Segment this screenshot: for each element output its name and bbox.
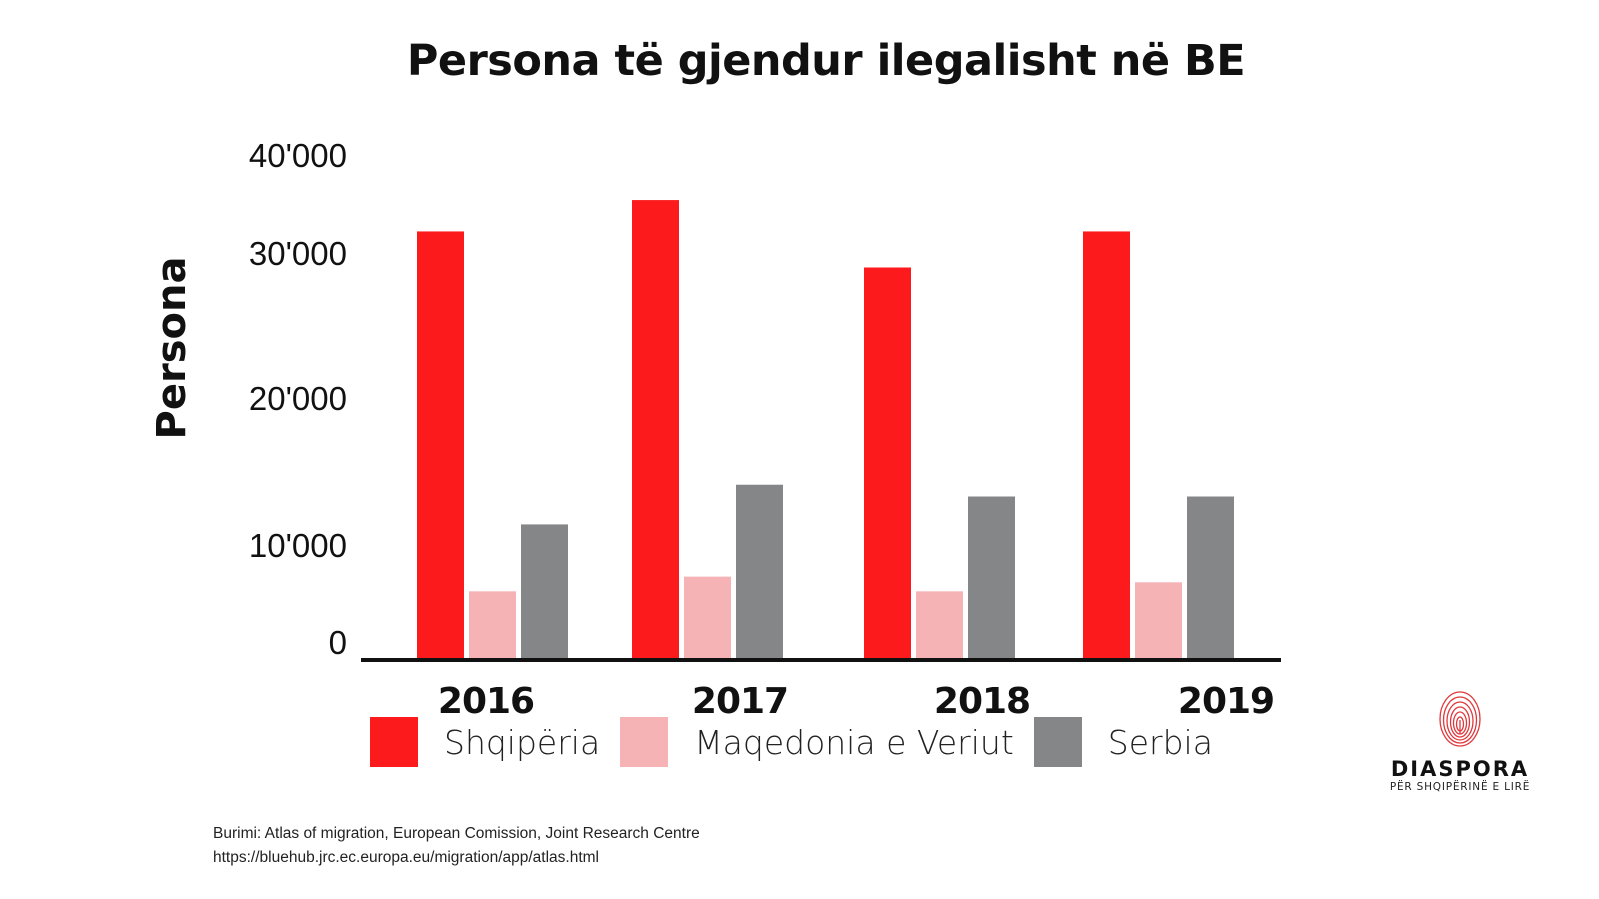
source-url[interactable]: https://bluehub.jrc.ec.europa.eu/migrati… xyxy=(213,849,600,866)
fingerprint-icon xyxy=(1439,691,1481,747)
bar-shqip-ria-2018 xyxy=(864,267,911,658)
logo-tagline: PËR SHQIPËRINË E LIRË xyxy=(1389,781,1531,793)
y-tick-label: 30'000 xyxy=(249,235,347,272)
legend-label: Maqedonia e Veriut xyxy=(694,722,1014,762)
chart-title: Persona të gjendur ilegalisht në BE xyxy=(406,36,1246,86)
bar-shqip-ria-2019 xyxy=(1083,231,1130,658)
bar-shqip-ria-2017 xyxy=(632,200,679,658)
legend-item-maqedonia: Maqedonia e Veriut xyxy=(620,717,1014,767)
bar-serbia-2017 xyxy=(736,484,783,658)
bar-serbia-2018 xyxy=(968,496,1015,658)
bar-shqip-ria-2016 xyxy=(417,231,464,658)
x-tick-label: 2017 xyxy=(692,681,788,722)
bar-serbia-2019 xyxy=(1187,496,1234,658)
bar-serbia-2016 xyxy=(521,524,568,658)
source-note: Burimi: Atlas of migration, European Com… xyxy=(213,822,700,870)
source-text: Burimi: Atlas of migration, European Com… xyxy=(213,825,700,842)
legend-swatch xyxy=(1033,717,1082,767)
bar-maqedonia-e-veriut-2016 xyxy=(469,591,516,658)
legend-label: Shqipëria xyxy=(444,722,601,762)
legend-label: Serbia xyxy=(1107,722,1213,762)
bar-maqedonia-e-veriut-2018 xyxy=(916,591,963,658)
legend-swatch xyxy=(620,717,669,767)
x-tick-label: 2018 xyxy=(934,681,1030,722)
legend-item-serbia: Serbia xyxy=(1033,717,1213,767)
legend-swatch xyxy=(370,717,418,767)
bar-maqedonia-e-veriut-2017 xyxy=(684,576,731,658)
x-axis-ticks: 2016 2017 2018 2019 xyxy=(438,681,1275,722)
bar-maqedonia-e-veriut-2019 xyxy=(1135,582,1182,658)
legend-item-shqiperia: Shqipëria xyxy=(370,717,600,767)
legend: Shqipëria Maqedonia e Veriut Serbia xyxy=(370,717,1233,767)
bars xyxy=(417,200,1234,658)
x-tick-label: 2016 xyxy=(438,681,534,722)
x-tick-label: 2019 xyxy=(1178,681,1274,722)
diaspora-logo: DIASPORA PËR SHQIPËRINË E LIRË xyxy=(1380,690,1540,793)
y-axis-ticks: 40'000 30'000 20'000 10'000 0 xyxy=(249,137,347,661)
y-tick-label: 20'000 xyxy=(249,380,347,417)
y-tick-label: 40'000 xyxy=(249,137,347,174)
logo-name: DIASPORA xyxy=(1390,757,1530,781)
y-tick-label: 10'000 xyxy=(249,527,347,564)
y-tick-label: 0 xyxy=(329,624,347,661)
